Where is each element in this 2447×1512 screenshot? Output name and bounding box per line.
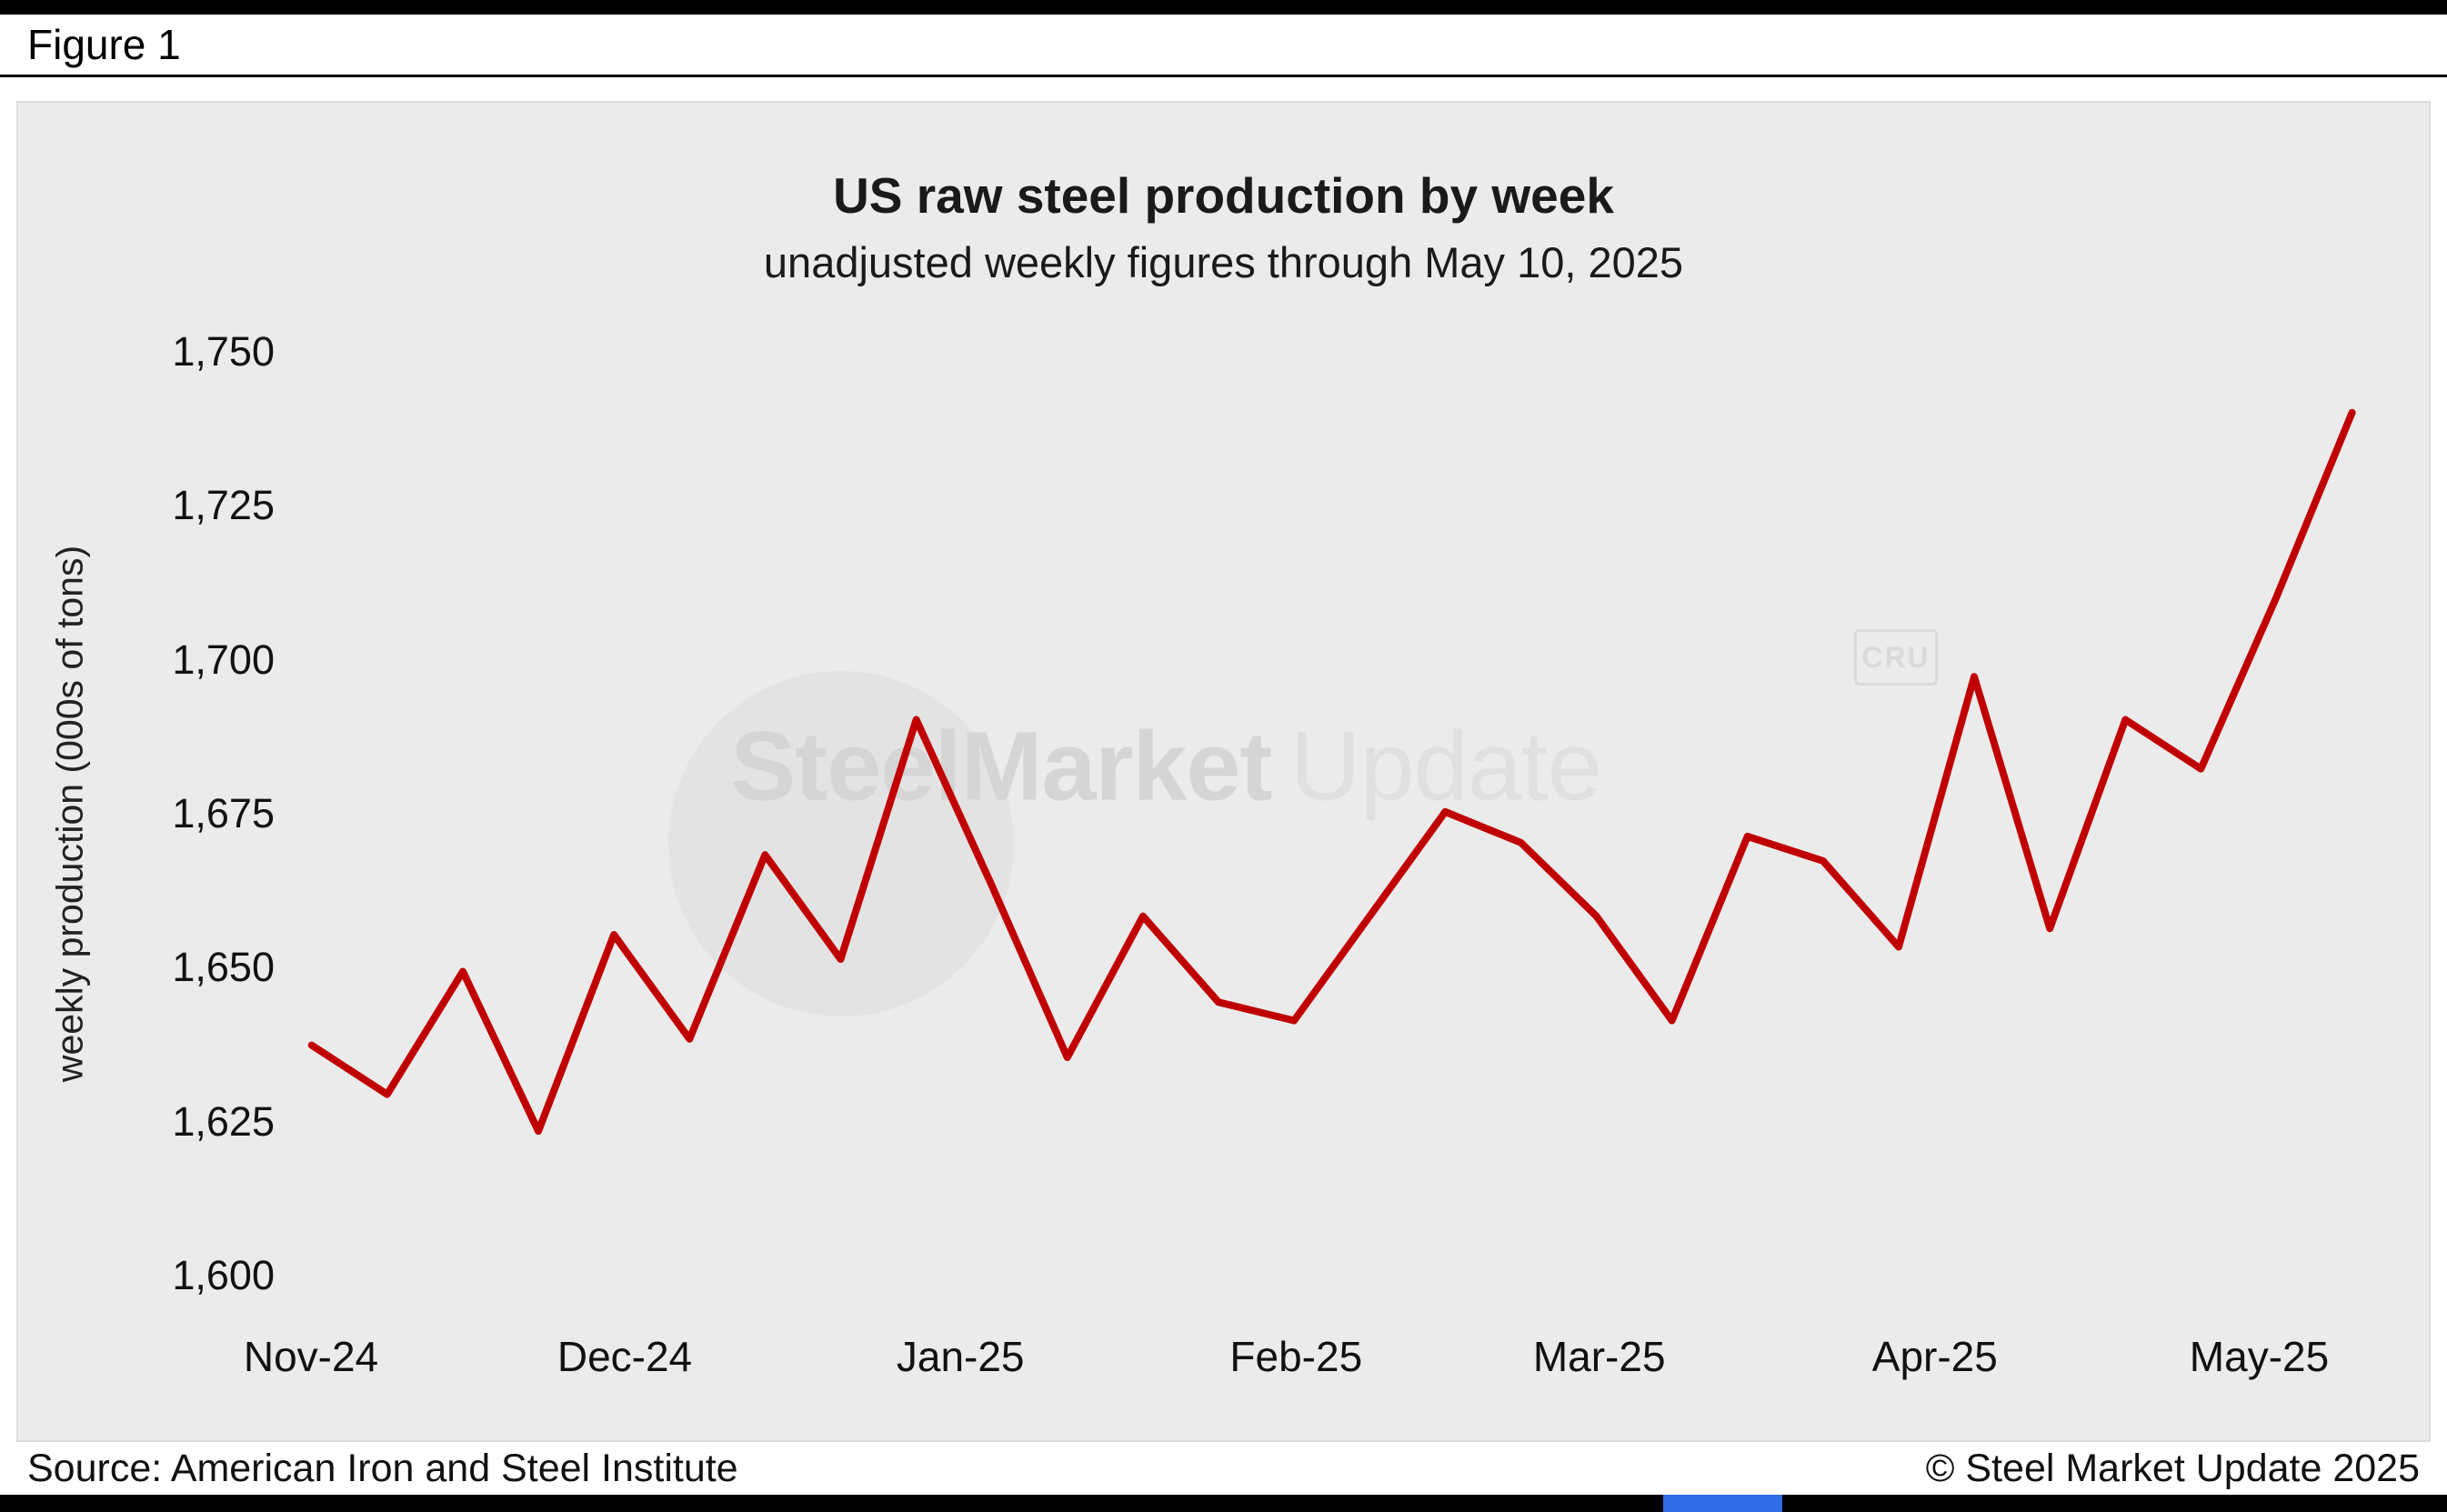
axis-ticks-layer: 1,600 1,625 1,650 1,675 1,700 1,725 1,750 Nov-2… — [18, 103, 2429, 1440]
y-tick-label: 1,750 — [172, 328, 275, 375]
x-tick-label: Mar-25 — [1532, 1333, 1666, 1380]
bottom-blue-segment — [1663, 1495, 1782, 1512]
footer: Source: American Iron and Steel Institut… — [0, 1442, 2447, 1495]
x-tick-label: May-25 — [2189, 1333, 2330, 1380]
y-tick-label: 1,600 — [172, 1252, 275, 1298]
production-line — [307, 408, 2356, 1136]
y-tick-label: 1,650 — [172, 944, 275, 991]
header-divider — [0, 75, 2447, 77]
copyright-note: © Steel Market Update 2025 — [1925, 1446, 2420, 1490]
figure-header: Figure 1 — [0, 15, 2447, 75]
source-note: Source: American Iron and Steel Institut… — [27, 1446, 738, 1490]
bottom-black-bar — [0, 1495, 2447, 1512]
chart-title: US raw steel production by week — [833, 167, 1614, 224]
chart-panel: US raw steel production by week unadjust… — [16, 101, 2431, 1442]
figure-label: Figure 1 — [27, 21, 181, 68]
x-tick-label: Dec-24 — [557, 1333, 693, 1380]
line-plot — [307, 408, 2356, 1136]
y-tick-label: 1,725 — [172, 482, 275, 529]
x-tick-label: Nov-24 — [243, 1333, 379, 1380]
y-tick-label: 1,675 — [172, 790, 275, 836]
chart-subtitle: unadjusted weekly figures through May 10… — [763, 238, 1684, 286]
y-tick-label: 1,700 — [172, 636, 275, 683]
x-tick-label: Apr-25 — [1871, 1333, 1998, 1380]
x-tick-label: Jan-25 — [896, 1333, 1025, 1380]
top-black-bar — [0, 0, 2447, 15]
x-tick-label: Feb-25 — [1229, 1333, 1363, 1380]
y-tick-label: 1,625 — [172, 1097, 275, 1145]
